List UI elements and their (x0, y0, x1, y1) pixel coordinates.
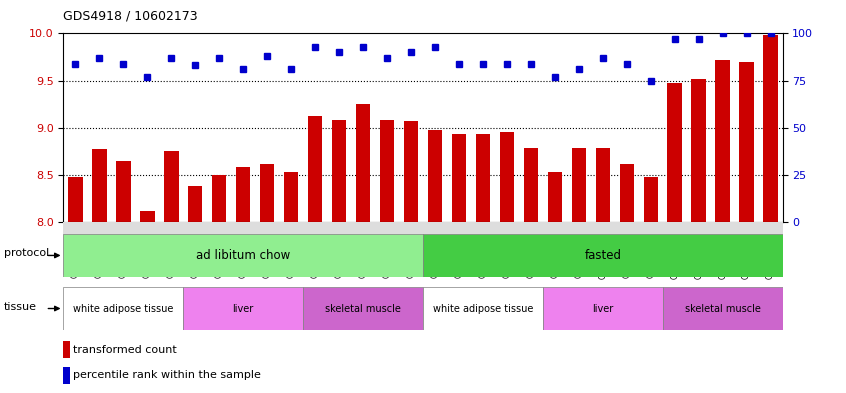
Bar (236, 167, 250, 222)
Bar (260, 163, 274, 222)
Bar (63, 341, 69, 358)
Bar (644, 177, 658, 222)
Bar (375, 222, 399, 275)
Bar (734, 222, 759, 275)
Bar (543, 287, 662, 330)
Text: skeletal muscle: skeletal muscle (684, 303, 761, 314)
Bar (716, 60, 730, 222)
Text: fasted: fasted (585, 249, 621, 262)
Text: liver: liver (233, 303, 254, 314)
Bar (500, 132, 514, 222)
Bar (332, 120, 346, 222)
Bar (351, 222, 375, 275)
Bar (135, 222, 159, 275)
Bar (116, 161, 130, 222)
Bar (69, 177, 83, 222)
Text: transformed count: transformed count (74, 345, 177, 355)
Bar (543, 222, 567, 275)
Bar (231, 222, 255, 275)
Bar (303, 287, 423, 330)
Bar (188, 186, 202, 222)
Bar (619, 163, 634, 222)
Bar (380, 120, 394, 222)
Bar (739, 62, 754, 222)
Bar (423, 234, 783, 277)
Bar (547, 172, 562, 222)
Bar (140, 211, 155, 222)
Bar (284, 172, 299, 222)
Bar (667, 83, 682, 222)
Bar (471, 222, 495, 275)
Text: GDS4918 / 10602173: GDS4918 / 10602173 (63, 10, 198, 23)
Bar (428, 130, 442, 222)
Bar (404, 121, 418, 222)
Bar (159, 222, 184, 275)
Bar (759, 222, 783, 275)
Bar (63, 287, 184, 330)
Bar (452, 134, 466, 222)
Bar (447, 222, 471, 275)
Bar (184, 222, 207, 275)
Bar (475, 134, 490, 222)
Bar (303, 222, 327, 275)
Bar (639, 222, 662, 275)
Bar (711, 222, 734, 275)
Bar (662, 287, 783, 330)
Text: protocol: protocol (4, 248, 49, 259)
Bar (184, 287, 303, 330)
Bar (495, 222, 519, 275)
Bar (596, 149, 610, 222)
Bar (87, 222, 112, 275)
Text: ad libitum chow: ad libitum chow (196, 249, 290, 262)
Text: white adipose tissue: white adipose tissue (74, 303, 173, 314)
Text: skeletal muscle: skeletal muscle (325, 303, 401, 314)
Bar (112, 222, 135, 275)
Bar (423, 222, 447, 275)
Bar (567, 222, 591, 275)
Text: percentile rank within the sample: percentile rank within the sample (74, 370, 261, 380)
Bar (255, 222, 279, 275)
Bar (63, 234, 423, 277)
Bar (164, 151, 179, 222)
Bar (399, 222, 423, 275)
Bar (691, 79, 706, 222)
Bar (524, 149, 538, 222)
Bar (63, 222, 87, 275)
Bar (423, 287, 543, 330)
Bar (327, 222, 351, 275)
Bar (615, 222, 639, 275)
Bar (572, 149, 586, 222)
Bar (687, 222, 711, 275)
Bar (591, 222, 615, 275)
Bar (207, 222, 231, 275)
Text: white adipose tissue: white adipose tissue (433, 303, 533, 314)
Bar (212, 175, 227, 222)
Text: tissue: tissue (4, 301, 37, 312)
Bar (279, 222, 303, 275)
Bar (308, 116, 322, 222)
Bar (519, 222, 543, 275)
Bar (92, 149, 107, 222)
Bar (662, 222, 687, 275)
Bar (763, 35, 777, 222)
Bar (356, 104, 371, 222)
Bar (63, 367, 69, 384)
Text: liver: liver (592, 303, 613, 314)
